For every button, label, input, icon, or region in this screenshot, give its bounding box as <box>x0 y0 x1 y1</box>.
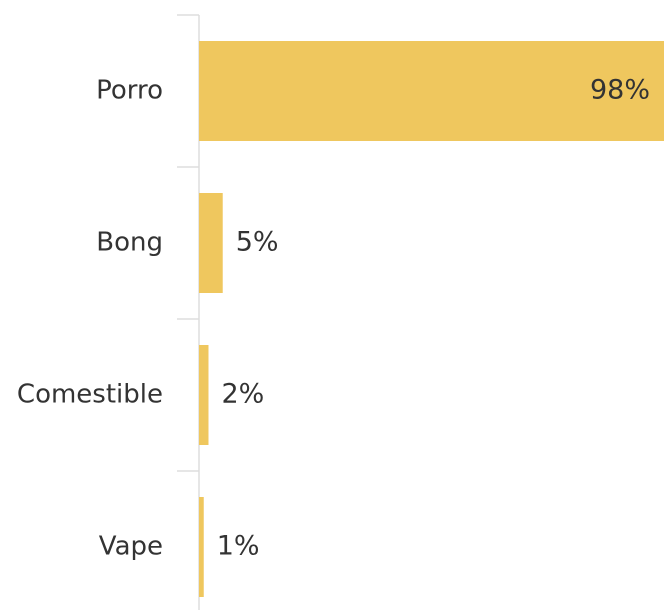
value-label: 98% <box>590 75 650 106</box>
category-label: Comestible <box>17 380 163 410</box>
category-label: Bong <box>96 228 163 258</box>
value-label: 5% <box>236 227 279 258</box>
bar-comestible <box>199 345 209 445</box>
value-label: 2% <box>221 379 264 410</box>
bar-porro <box>199 41 664 141</box>
bar-bong <box>199 193 223 293</box>
category-label: Vape <box>99 532 163 562</box>
category-label: Porro <box>96 76 163 106</box>
value-label: 1% <box>217 531 260 562</box>
bar-vape <box>199 497 204 597</box>
